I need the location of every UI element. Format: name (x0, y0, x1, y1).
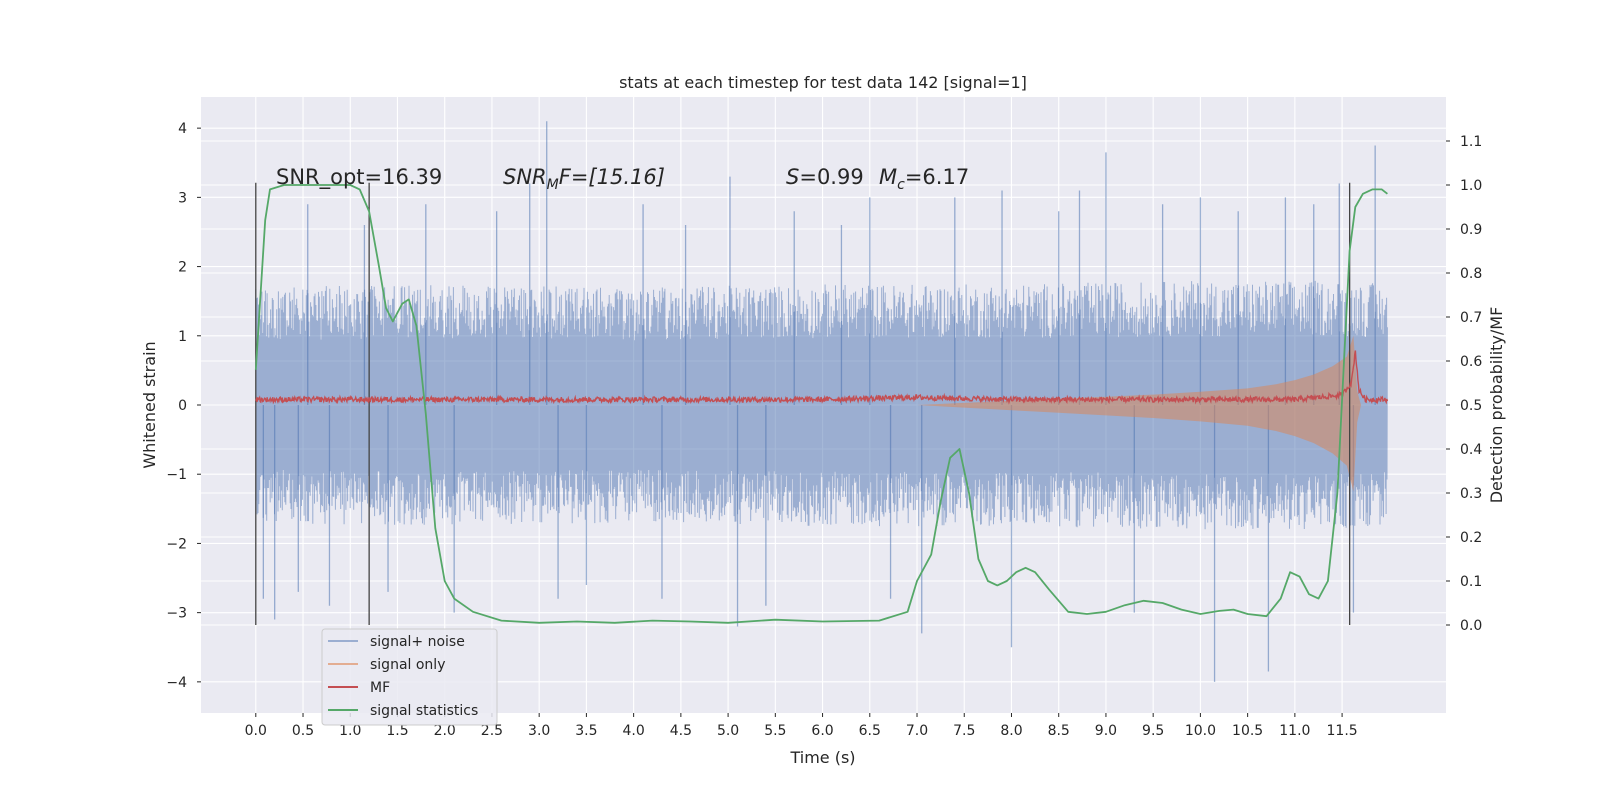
snr-mf-label: SNR (503, 165, 547, 189)
signal-noise-series (255, 121, 1388, 682)
yr-tick-label-5: 0.6 (1460, 354, 1482, 370)
x-tick-label-23: 11.5 (1327, 723, 1358, 739)
yl-tick-label-6: −2 (166, 536, 187, 552)
x-tick-label-18: 9.0 (1095, 723, 1117, 739)
left-y-axis-ticks: 4 3 2 1 0 −1 −2 −3 −4 (166, 121, 201, 691)
x-tick-label-8: 4.0 (622, 723, 644, 739)
legend-label-signal-statistics: signal statistics (370, 703, 478, 719)
x-tick-label-7: 3.5 (575, 723, 597, 739)
x-tick-label-17: 8.5 (1048, 723, 1070, 739)
yr-tick-label-3: 0.8 (1460, 266, 1482, 282)
yl-tick-label-2: 2 (178, 260, 187, 276)
yl-tick-label-3: 1 (178, 329, 187, 345)
legend-label-signal-noise: signal+ noise (370, 634, 465, 650)
right-y-axis-label: Detection probability/MF (1487, 307, 1506, 504)
signal-only-area (917, 335, 1361, 492)
x-tick-label-12: 6.0 (811, 723, 833, 739)
yl-tick-label-0: 4 (178, 121, 187, 137)
yr-tick-label-2: 0.9 (1460, 222, 1482, 238)
yl-tick-label-8: −4 (166, 675, 187, 691)
legend-box (321, 628, 498, 726)
yr-tick-label-1: 1.0 (1460, 178, 1482, 194)
signal-statistics-line (254, 184, 1388, 624)
snr-mf-rest: F=[15.16] (559, 165, 665, 189)
legend-label-mf: MF (370, 680, 390, 696)
annotation-snr-opt: SNR_opt=16.39 (276, 165, 442, 190)
x-tick-label-22: 11.0 (1279, 723, 1310, 739)
mf-line (255, 350, 1389, 405)
yl-tick-label-5: −1 (166, 467, 187, 483)
s-value: =0.99 (799, 165, 863, 189)
x-tick-label-10: 5.0 (717, 723, 739, 739)
mf-series (255, 350, 1389, 405)
mc-label: M (879, 165, 897, 189)
x-tick-label-15: 7.5 (953, 723, 975, 739)
yr-tick-label-8: 0.3 (1460, 486, 1482, 502)
signal-only-series (917, 335, 1361, 492)
annotation-mc: Mc=6.17 (879, 165, 969, 193)
x-tick-label-0: 0.0 (245, 723, 267, 739)
x-axis-ticks: 0.0 0.5 1.0 1.5 2.0 2.5 3.0 3.5 4.0 4.5 5.0 5.5 6.0 6… (245, 713, 1358, 739)
x-tick-label-14: 7.0 (906, 723, 928, 739)
x-tick-label-6: 3.0 (528, 723, 550, 739)
yl-tick-label-1: 3 (178, 190, 187, 206)
x-axis-label: Time (s) (789, 748, 855, 767)
yr-tick-label-9: 0.2 (1460, 530, 1482, 546)
x-tick-label-13: 6.5 (859, 723, 881, 739)
mc-sub: c (897, 177, 905, 193)
x-tick-label-1: 0.5 (292, 723, 314, 739)
yr-tick-label-6: 0.5 (1460, 398, 1482, 414)
legend: signal+ noise signal only MF signal stat… (321, 628, 498, 726)
yl-tick-label-7: −3 (166, 606, 187, 622)
x-tick-label-16: 8.0 (1000, 723, 1022, 739)
x-tick-label-19: 9.5 (1142, 723, 1164, 739)
x-tick-label-11: 5.5 (764, 723, 786, 739)
yr-tick-label-0: 1.1 (1460, 134, 1482, 150)
snr-mf-sub: M (547, 177, 559, 193)
yr-tick-label-7: 0.4 (1460, 442, 1482, 458)
yl-tick-label-4: 0 (178, 398, 187, 414)
mc-value: =6.17 (905, 165, 969, 189)
chart-title: stats at each timestep for test data 142… (619, 73, 1027, 92)
legend-label-signal-only: signal only (370, 657, 445, 673)
x-tick-label-21: 10.5 (1232, 723, 1263, 739)
x-tick-label-9: 4.5 (670, 723, 692, 739)
signal-statistics-series (254, 184, 1388, 624)
x-tick-label-4: 2.0 (434, 723, 456, 739)
yr-tick-label-11: 0.0 (1460, 618, 1482, 634)
x-tick-label-2: 1.0 (339, 723, 361, 739)
annotation-snr-mf: SNRMF=[15.16] (503, 165, 665, 193)
s-label: S (786, 165, 799, 189)
annotation-s: S=0.99 (786, 165, 864, 189)
yr-tick-label-10: 0.1 (1460, 574, 1482, 590)
x-tick-label-3: 1.5 (386, 723, 408, 739)
x-tick-label-5: 2.5 (481, 723, 503, 739)
left-y-axis-label: Whitened strain (140, 341, 159, 468)
x-tick-label-20: 10.0 (1185, 723, 1216, 739)
yr-tick-label-4: 0.7 (1460, 310, 1482, 326)
right-y-axis-ticks: 1.1 1.0 0.9 0.8 0.7 0.6 0.5 0.4 0.3 0.2 0.1 0.0 (1446, 134, 1482, 634)
